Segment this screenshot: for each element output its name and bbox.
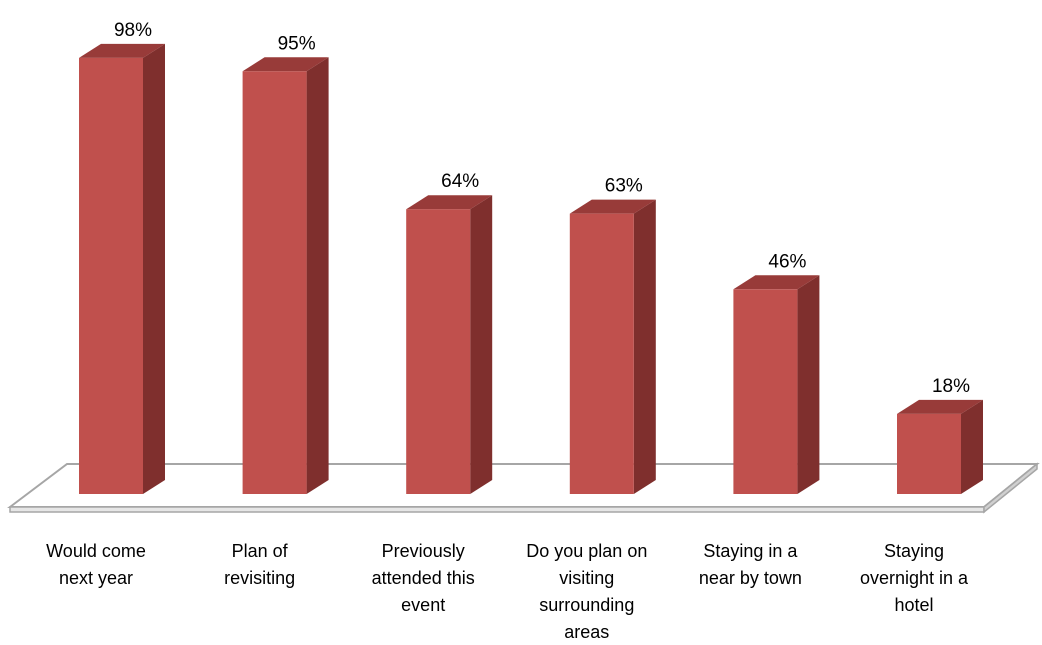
category-label-line: areas <box>564 622 609 642</box>
bar-side <box>961 399 983 494</box>
category-label-line: next year <box>59 568 133 588</box>
category-label: Previously attended this event <box>372 541 475 615</box>
bar-side <box>306 57 329 494</box>
category-label-line: revisiting <box>224 568 295 588</box>
data-label: 95% <box>278 33 316 54</box>
bar-top <box>242 57 329 72</box>
category-label-line: Previously <box>382 541 465 561</box>
bar-side <box>470 195 493 494</box>
category-label-line: Plan of <box>232 541 289 561</box>
category-label: Would come next year <box>46 541 146 588</box>
bar-side <box>797 275 820 494</box>
bar-front <box>242 71 307 494</box>
category-label-line: near by town <box>699 568 802 588</box>
category-label-line: Staying in a <box>703 541 798 561</box>
category-label: Staying overnight in a hotel <box>860 541 969 615</box>
bars <box>79 43 983 495</box>
data-label: 63% <box>605 176 643 197</box>
data-label: 46% <box>768 251 806 272</box>
category-label: Do you plan on visiting surrounding areas <box>526 541 647 642</box>
bar-top <box>897 399 983 414</box>
bar-side <box>633 199 656 494</box>
bar-front <box>733 289 798 494</box>
category-label: Plan of revisiting <box>224 541 295 588</box>
floor-side-edge <box>983 462 1038 514</box>
bar <box>897 399 983 494</box>
data-label: 18% <box>932 376 970 397</box>
floor-front-edge <box>9 506 985 513</box>
category-label-line: overnight in a <box>860 568 969 588</box>
bar <box>242 57 329 494</box>
category-label-line: surrounding <box>539 595 634 615</box>
data-labels: 98% 95% 64% 63% 46% 18% <box>114 20 970 397</box>
category-label: Staying in a near by town <box>699 541 802 588</box>
bar <box>569 199 656 494</box>
bar-top <box>569 199 656 214</box>
bar-top <box>733 275 820 290</box>
category-label-line: Do you plan on <box>526 541 647 561</box>
category-label-line: visiting <box>559 568 614 588</box>
bar <box>406 195 493 494</box>
bar-front <box>406 209 471 494</box>
bar-front <box>897 413 961 494</box>
category-label-line: Staying <box>884 541 944 561</box>
category-labels: Would come next year Plan of revisiting Prev… <box>46 541 969 642</box>
category-label-line: hotel <box>894 595 933 615</box>
category-label-line: Would come <box>46 541 146 561</box>
data-label: 98% <box>114 20 152 41</box>
bar-side <box>143 43 165 495</box>
bar-front <box>79 57 143 495</box>
data-label: 64% <box>441 171 479 192</box>
category-label-line: event <box>401 595 445 615</box>
bar-front <box>569 213 634 494</box>
bar <box>79 43 165 495</box>
bar-top <box>79 43 165 58</box>
category-label-line: attended this <box>372 568 475 588</box>
bar <box>733 275 820 494</box>
bar-top <box>406 195 493 210</box>
